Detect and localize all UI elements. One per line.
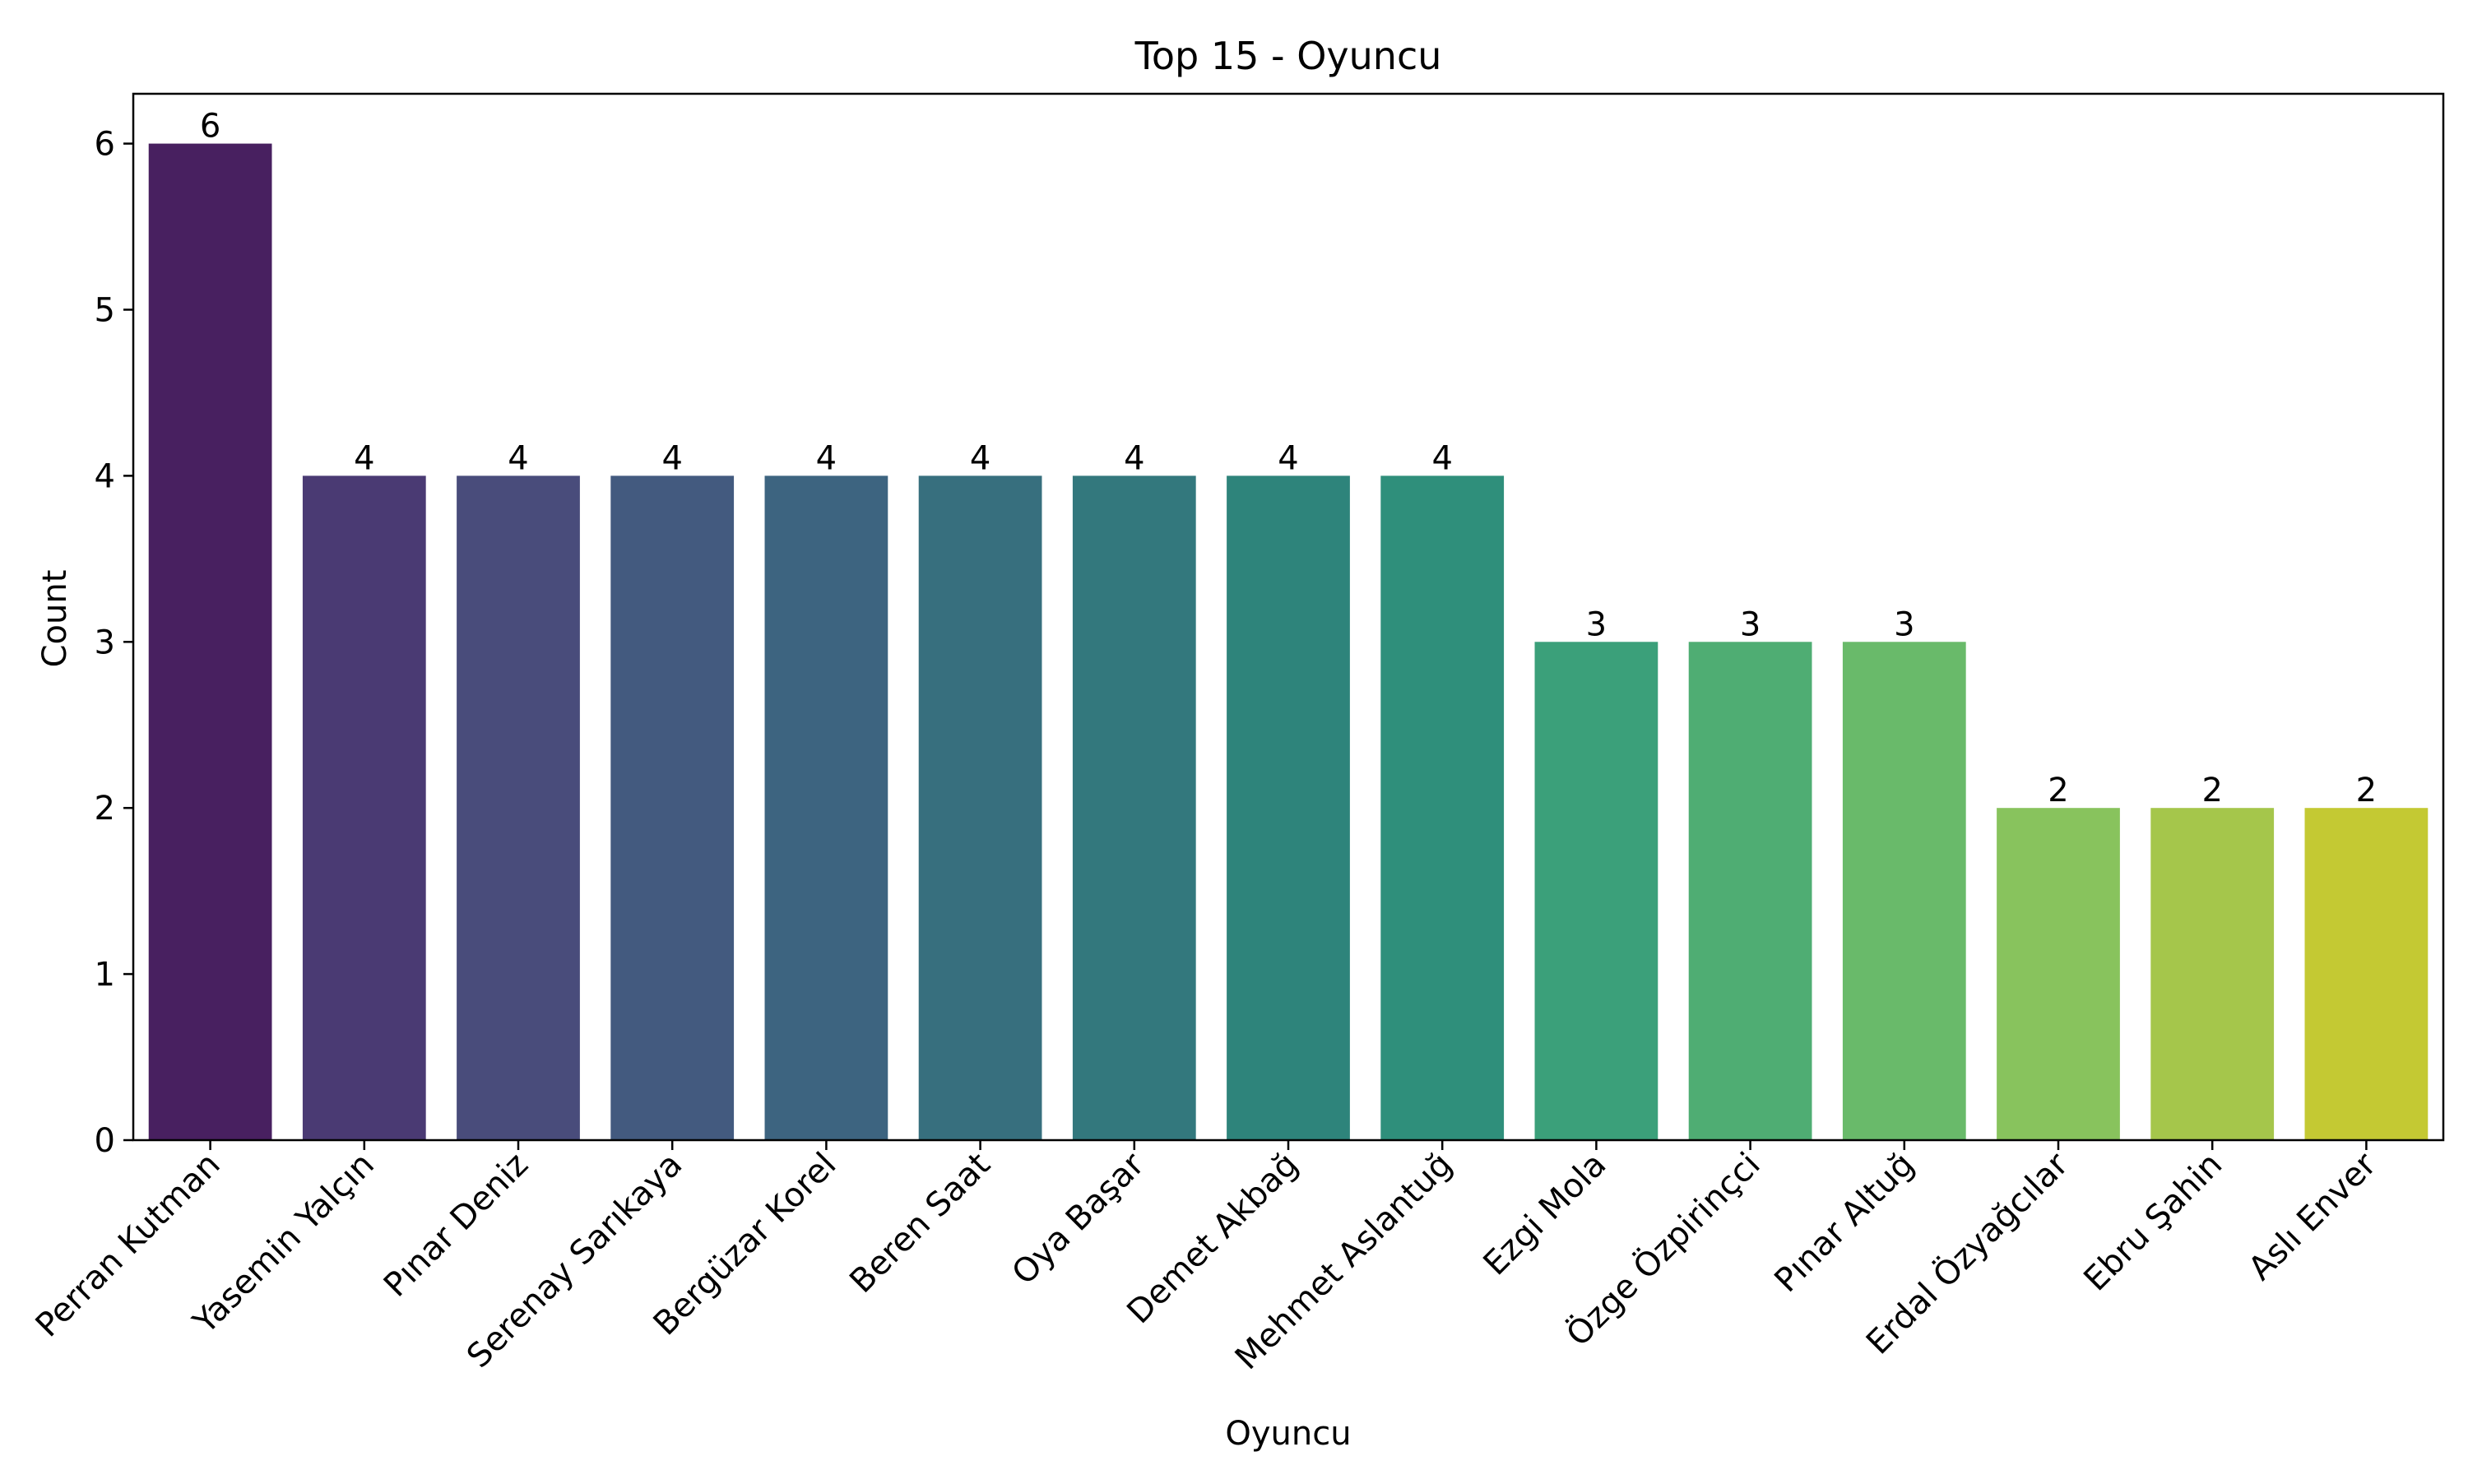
x-tick-label-6: Beren Saat <box>842 1146 997 1301</box>
y-tick-label-1: 1 <box>95 956 115 994</box>
data-labels-layer: 6 4 4 4 4 4 4 4 4 3 3 3 2 2 2 <box>200 108 2377 810</box>
bar-2 <box>302 475 426 1140</box>
x-tick-label-10: Ezgi Mola <box>1477 1146 1614 1283</box>
bar-11 <box>1688 642 1812 1140</box>
data-label-2: 4 <box>354 439 374 477</box>
data-label-1: 6 <box>200 108 220 146</box>
data-label-3: 4 <box>508 439 528 477</box>
data-label-12: 3 <box>1894 605 1914 643</box>
data-label-6: 4 <box>970 439 990 477</box>
bar-5 <box>764 475 888 1140</box>
bar-13 <box>1997 808 2120 1140</box>
bar-3 <box>457 475 580 1140</box>
y-tick-label-0: 0 <box>95 1122 115 1160</box>
bar-8 <box>1227 475 1350 1140</box>
data-label-9: 4 <box>1431 439 1452 477</box>
chart-title: Top 15 - Oyuncu <box>1134 34 1442 78</box>
bar-14 <box>2150 808 2275 1140</box>
y-tick-label-2: 2 <box>95 790 115 828</box>
y-tick-label-4: 4 <box>95 457 115 495</box>
y-tick-label-3: 3 <box>95 624 115 661</box>
bar-1 <box>148 143 272 1141</box>
data-label-13: 2 <box>2048 772 2068 809</box>
data-label-11: 3 <box>1740 605 1761 643</box>
x-tick-label-3: Pınar Deniz <box>377 1146 536 1305</box>
y-axis: 0 1 2 3 4 5 6 <box>95 126 133 1160</box>
y-axis-label: Count <box>36 570 74 668</box>
x-tick-label-15: Aslı Enver <box>2242 1145 2384 1287</box>
x-axis-label: Oyuncu <box>1225 1415 1351 1453</box>
data-label-7: 4 <box>1124 439 1144 477</box>
x-tick-label-14: Ebru Şahin <box>2076 1146 2229 1299</box>
bar-12 <box>1842 642 1966 1140</box>
bar-6 <box>918 475 1042 1140</box>
bar-10 <box>1534 642 1658 1140</box>
data-label-4: 4 <box>661 439 682 477</box>
data-label-8: 4 <box>1278 439 1298 477</box>
y-tick-label-6: 6 <box>95 126 115 164</box>
bar-7 <box>1072 475 1196 1140</box>
data-label-10: 3 <box>1586 605 1607 643</box>
data-label-14: 2 <box>2201 772 2222 809</box>
bar-9 <box>1380 475 1505 1140</box>
data-label-5: 4 <box>816 439 837 477</box>
bars-layer <box>148 143 2429 1141</box>
x-tick-label-7: Oya Başar <box>1005 1145 1153 1292</box>
bar-4 <box>610 475 735 1140</box>
x-tick-label-12: Pınar Altuğ <box>1767 1146 1922 1301</box>
bar-15 <box>2304 808 2429 1140</box>
y-tick-label-5: 5 <box>95 291 115 329</box>
data-label-15: 2 <box>2356 772 2377 809</box>
